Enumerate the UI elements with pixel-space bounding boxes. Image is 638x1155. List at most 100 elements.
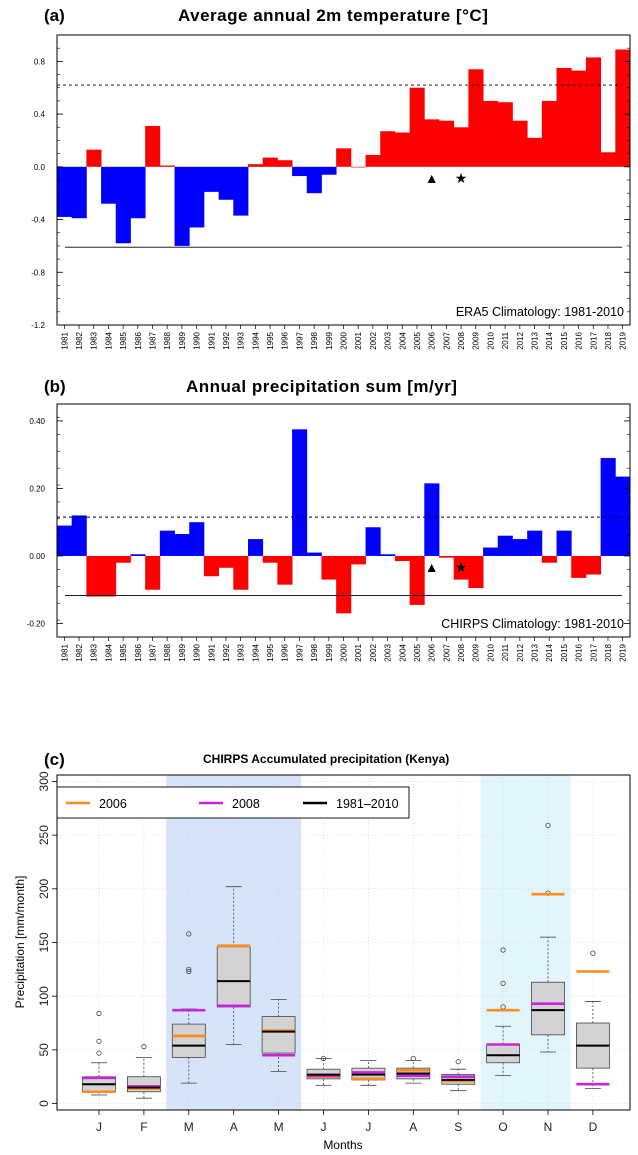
y-tick-label: -0.4 <box>31 216 45 225</box>
bar-2013 <box>527 137 543 167</box>
y-tick-label: 0.8 <box>34 57 46 66</box>
x-tick-label: M <box>274 1120 284 1134</box>
bar-1999 <box>321 555 337 580</box>
y-tick-label: 200 <box>37 878 51 898</box>
outlier-point <box>186 966 192 972</box>
x-tick-label: 1991 <box>207 331 216 349</box>
x-tick-label: A <box>230 1120 238 1134</box>
x-tick-label: 1999 <box>325 643 334 661</box>
bar-2018 <box>600 458 616 556</box>
bar-1986 <box>130 554 146 556</box>
bar-2011 <box>497 535 513 556</box>
bar-1982 <box>71 166 87 219</box>
x-tick-label: 2004 <box>398 331 407 349</box>
bar-1994 <box>248 164 264 167</box>
outlier-point <box>590 950 596 956</box>
bar-1983 <box>86 149 102 167</box>
x-tick-label: 1990 <box>193 643 202 661</box>
x-tick-label: 2017 <box>589 643 598 661</box>
bar-2019 <box>615 476 631 556</box>
x-tick-label: 2013 <box>531 643 540 661</box>
x-tick-label: J <box>96 1120 102 1134</box>
x-tick-label: 1994 <box>251 331 260 349</box>
y-tick-label: 0.00 <box>29 552 45 561</box>
bar-1997 <box>292 166 308 177</box>
box-D <box>576 950 610 1089</box>
bar-2005 <box>409 555 425 605</box>
x-tick-label: 1983 <box>90 643 99 661</box>
outlier-point <box>320 1055 327 1062</box>
x-tick-label: 1987 <box>149 331 158 349</box>
bar-1983 <box>86 555 102 597</box>
bar-1984 <box>101 166 117 204</box>
x-tick-label: J <box>365 1120 371 1134</box>
bar-2014 <box>541 100 557 167</box>
outlier-point <box>141 1044 147 1050</box>
x-tick-label: 2015 <box>560 331 569 349</box>
bar-2016 <box>571 70 587 167</box>
panel-b-letter: (b) <box>44 377 66 396</box>
bar-1996 <box>277 555 293 585</box>
bar-2002 <box>365 154 381 167</box>
x-tick-label: 2000 <box>340 643 349 661</box>
climatology-label: ERA5 Climatology: 1981-2010 <box>456 305 624 319</box>
bar-2019 <box>615 49 631 167</box>
iqr-box <box>486 1044 521 1064</box>
bar-1999 <box>321 166 337 175</box>
bar-2006 <box>424 119 440 167</box>
x-tick-label: 2013 <box>531 331 540 349</box>
x-tick-label: 2014 <box>545 331 554 349</box>
x-tick-label: 2002 <box>369 331 378 349</box>
x-tick-label: 1992 <box>222 331 231 349</box>
bar-2010 <box>483 100 499 167</box>
legend-frame <box>56 786 410 819</box>
iqr-box <box>261 1016 296 1054</box>
bar-2012 <box>512 539 528 556</box>
y-axis-label: Precipitation [mm/month] <box>13 876 27 1009</box>
climatology-label: CHIRPS Climatology: 1981-2010 <box>441 617 624 631</box>
box-F <box>127 1044 161 1099</box>
x-tick-label: 1998 <box>310 643 319 661</box>
bar-1993 <box>233 166 249 216</box>
bar-2016 <box>571 555 587 578</box>
x-tick-label: M <box>184 1120 194 1134</box>
panel-c-plot: 2006 2008 1981–2010 0 50 100 150 200 250 300 J F M A M… <box>13 771 631 1152</box>
x-tick-label: 2010 <box>486 331 495 349</box>
bar-1990 <box>189 166 205 228</box>
bar-1991 <box>203 166 220 192</box>
iqr-box <box>216 946 251 1008</box>
bar-1991 <box>203 555 220 577</box>
x-tick-label: 2011 <box>501 331 510 349</box>
y-tick-label: 50 <box>37 1043 51 1057</box>
x-tick-label: 2003 <box>384 643 393 661</box>
bar-2006 <box>424 483 440 556</box>
y-tick-label: 0.40 <box>29 417 45 426</box>
x-tick-label: 1995 <box>266 643 275 661</box>
bar-2017 <box>585 57 602 167</box>
x-tick-label: 2018 <box>604 643 613 661</box>
x-tick-label: D <box>589 1120 598 1134</box>
bar-1985 <box>115 555 131 563</box>
outlier-point <box>186 931 192 937</box>
x-tick-label: 1984 <box>104 331 113 349</box>
y-tick-label: 0.0 <box>34 163 46 172</box>
legend-label: 1981–2010 <box>336 797 399 811</box>
bar-2009 <box>468 555 484 589</box>
bar-2015 <box>556 530 572 556</box>
bar-1981 <box>57 166 73 217</box>
bar-2012 <box>512 120 528 167</box>
bar-2003 <box>380 554 396 556</box>
bar-1992 <box>218 166 234 200</box>
x-tick-label: 2019 <box>619 331 628 349</box>
x-tick-label: 2001 <box>354 331 363 349</box>
bar-2003 <box>380 131 396 167</box>
bar-1989 <box>174 166 190 246</box>
bar-2001 <box>350 555 366 565</box>
bar-1992 <box>218 555 234 568</box>
x-tick-label: 2016 <box>575 643 584 661</box>
x-tick-label: O <box>498 1120 507 1134</box>
x-tick-label: 1981 <box>60 643 69 661</box>
x-axis-label: Months <box>323 1138 362 1152</box>
bar-2002 <box>365 527 381 556</box>
bar-2018 <box>600 152 616 167</box>
